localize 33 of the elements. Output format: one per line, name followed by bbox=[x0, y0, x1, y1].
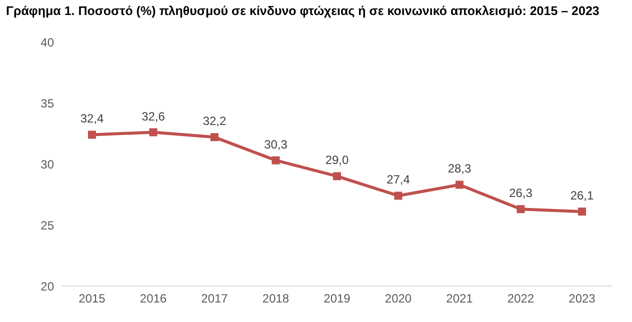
data-label: 32,2 bbox=[202, 114, 226, 128]
point bbox=[333, 172, 341, 180]
point bbox=[578, 208, 586, 216]
x-tick-label: 2015 bbox=[78, 292, 106, 306]
point bbox=[456, 180, 464, 189]
chart-title: Γράφημα 1. Ποσοστό (%) πληθυσμού σε κίνδυνο φτώχειας ή σε κοινωνικό αποκλεισμό: 2015 – 2023 bbox=[6, 4, 600, 18]
data-label: 29,0 bbox=[325, 153, 349, 168]
data-label: 32,4 bbox=[80, 112, 104, 126]
x-tick-label: 2016 bbox=[140, 292, 167, 306]
x-tick-label: 2017 bbox=[201, 292, 228, 306]
x-tick-label: 2020 bbox=[384, 292, 412, 306]
y-tick-label: 35 bbox=[40, 96, 54, 110]
data-label: 32,6 bbox=[142, 109, 166, 124]
x-tick-label: 2022 bbox=[507, 292, 534, 306]
data-label: 28,3 bbox=[448, 162, 472, 176]
x-tick-label: 2023 bbox=[568, 292, 596, 306]
point bbox=[149, 128, 158, 136]
point bbox=[88, 130, 96, 139]
x-tick-label: 2018 bbox=[262, 292, 290, 306]
data-label: 26,3 bbox=[509, 186, 533, 200]
point bbox=[210, 133, 218, 142]
y-tick-label: 40 bbox=[40, 35, 54, 50]
point bbox=[272, 156, 280, 164]
x-tick-label: 2021 bbox=[446, 292, 474, 306]
data-label: 27,4 bbox=[386, 172, 410, 187]
point bbox=[516, 205, 525, 214]
x-tick-label: 2019 bbox=[324, 292, 351, 306]
y-tick-label: 25 bbox=[40, 218, 54, 232]
point bbox=[394, 192, 402, 200]
y-tick-label: 20 bbox=[40, 279, 54, 294]
data-label: 26,1 bbox=[570, 188, 594, 203]
y-tick-label: 30 bbox=[40, 157, 54, 172]
data-label: 30,3 bbox=[264, 137, 288, 152]
